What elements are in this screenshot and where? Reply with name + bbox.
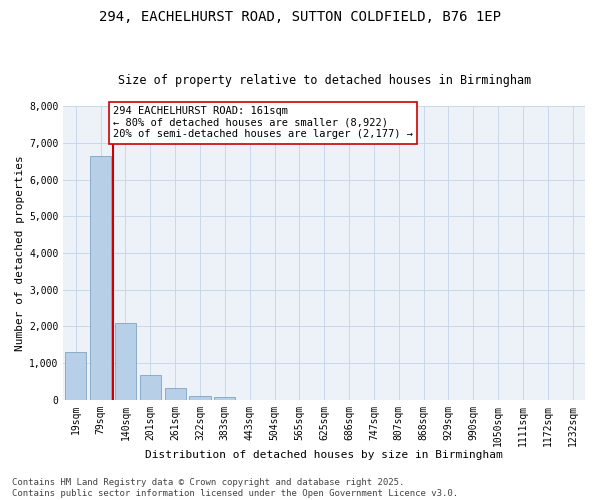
Y-axis label: Number of detached properties: Number of detached properties	[15, 155, 25, 351]
Text: Contains HM Land Registry data © Crown copyright and database right 2025.
Contai: Contains HM Land Registry data © Crown c…	[12, 478, 458, 498]
X-axis label: Distribution of detached houses by size in Birmingham: Distribution of detached houses by size …	[145, 450, 503, 460]
Text: 294, EACHELHURST ROAD, SUTTON COLDFIELD, B76 1EP: 294, EACHELHURST ROAD, SUTTON COLDFIELD,…	[99, 10, 501, 24]
Bar	[65, 352, 86, 400]
Bar	[140, 375, 161, 400]
Text: 294 EACHELHURST ROAD: 161sqm
← 80% of detached houses are smaller (8,922)
20% of: 294 EACHELHURST ROAD: 161sqm ← 80% of de…	[113, 106, 413, 140]
Title: Size of property relative to detached houses in Birmingham: Size of property relative to detached ho…	[118, 74, 531, 87]
Bar	[190, 396, 211, 400]
Bar	[115, 323, 136, 400]
Bar	[90, 156, 111, 400]
Bar	[164, 388, 186, 400]
Bar	[214, 397, 235, 400]
